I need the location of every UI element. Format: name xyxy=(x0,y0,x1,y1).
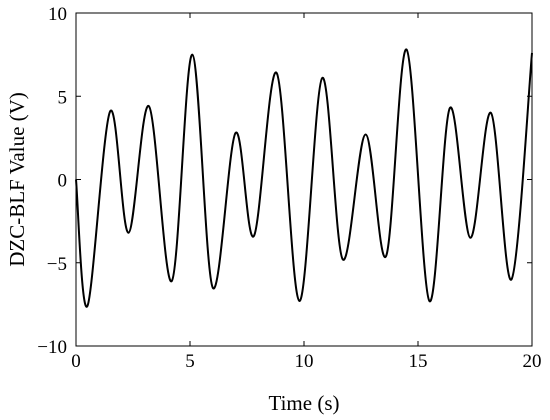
y-tick-label: 0 xyxy=(58,171,68,192)
x-tick-label: 5 xyxy=(185,351,195,372)
x-tick-label: 0 xyxy=(71,351,81,372)
y-tick-labels: −10 −5 0 5 10 xyxy=(37,4,67,358)
series-line-0 xyxy=(75,48,533,308)
x-tick-label: 10 xyxy=(295,351,314,372)
y-tick-label: 10 xyxy=(48,4,67,25)
x-axis-label: Time (s) xyxy=(269,391,340,415)
x-tick-labels: 0 5 10 15 20 xyxy=(71,351,541,372)
y-tick-label: 5 xyxy=(58,87,68,108)
plot-area-border xyxy=(75,12,533,347)
y-axis-label: DZC-BLF Value (V) xyxy=(5,92,29,267)
plot-frame xyxy=(75,12,533,347)
axis-ticks xyxy=(75,12,533,347)
y-tick-label: −10 xyxy=(37,337,67,358)
x-tick-label: 20 xyxy=(523,351,542,372)
y-tick-label: −5 xyxy=(47,254,67,275)
series-group xyxy=(75,48,533,308)
x-tick-label: 15 xyxy=(409,351,428,372)
